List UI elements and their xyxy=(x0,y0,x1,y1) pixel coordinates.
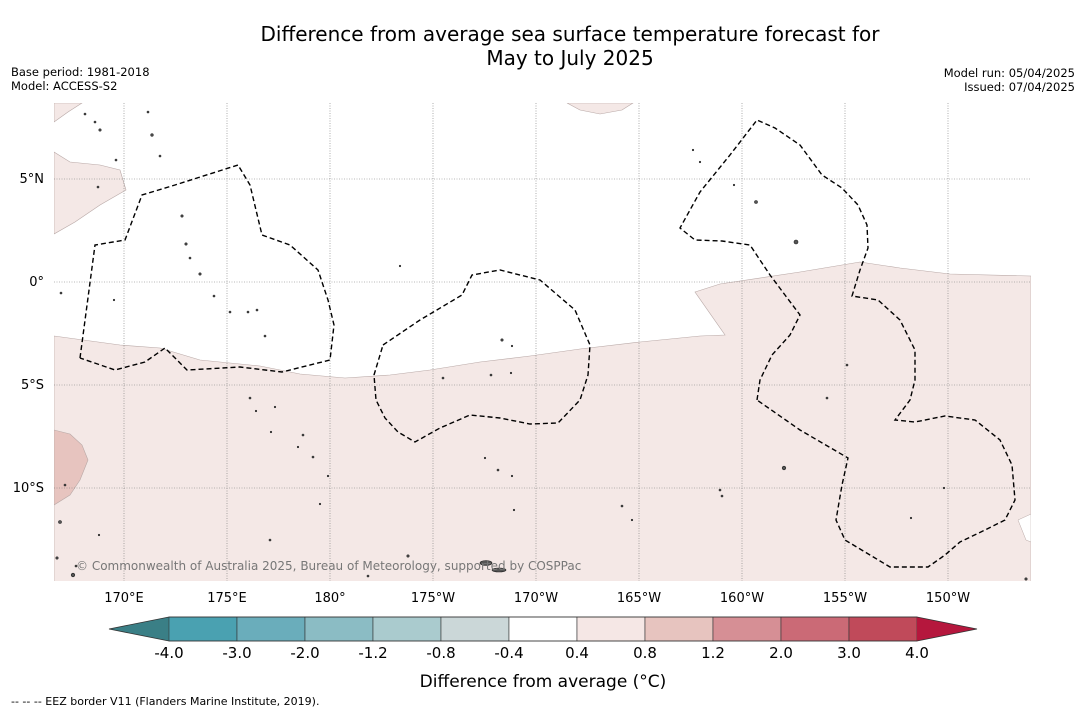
anomaly-region-top-left xyxy=(54,103,83,123)
colorbar-segment xyxy=(848,616,918,642)
eez-borders xyxy=(79,119,1016,568)
metadata-right: Model run: 05/04/2025 Issued: 07/04/2025 xyxy=(944,66,1075,94)
colorbar-tick-label: -1.2 xyxy=(358,644,387,662)
colorbar-segment xyxy=(644,616,714,642)
map-area: © Commonwealth of Australia 2025, Bureau… xyxy=(54,103,1031,581)
colorbar-segment xyxy=(508,616,578,642)
lon-label: 165°W xyxy=(617,591,661,606)
lon-label: 170°W xyxy=(514,591,558,606)
anomaly-region-west-warm xyxy=(54,429,89,506)
neutral-pocket xyxy=(1017,513,1031,543)
colorbar-tick-label: 2.0 xyxy=(769,644,793,662)
colorbar-segment xyxy=(236,616,306,642)
anomaly-region-top-center xyxy=(566,103,634,115)
lon-label: 160°W xyxy=(720,591,764,606)
lat-label: 10°S xyxy=(13,481,44,496)
eez-legend-note: -- -- -- EEZ border V11 (Flanders Marine… xyxy=(11,695,320,708)
colorbar-segment xyxy=(304,616,374,642)
colorbar-segment xyxy=(780,616,850,642)
issued-date: Issued: 07/04/2025 xyxy=(964,80,1075,94)
colorbar-tick-label: -2.0 xyxy=(290,644,319,662)
colorbar-under-arrow xyxy=(109,617,169,641)
title-line-1: Difference from average sea surface temp… xyxy=(260,22,880,46)
colorbar-tick-label: -0.8 xyxy=(426,644,455,662)
colorbar-tick-label: -4.0 xyxy=(154,644,183,662)
model-name: Model: ACCESS-S2 xyxy=(11,79,118,93)
colorbar-tick-label: -0.4 xyxy=(494,644,523,662)
anomaly-region-south xyxy=(54,261,1031,581)
colorbar-label: Difference from average (°C) xyxy=(420,672,667,692)
anomaly-region-northwest xyxy=(54,151,127,235)
colorbar xyxy=(108,616,978,642)
copyright-notice: © Commonwealth of Australia 2025, Bureau… xyxy=(76,559,581,573)
lon-label: 170°E xyxy=(104,591,144,606)
colorbar-segment xyxy=(168,616,238,642)
lon-label: 175°E xyxy=(207,591,247,606)
metadata-left: Base period: 1981-2018 Model: ACCESS-S2 xyxy=(11,65,150,93)
colorbar-tick-label: 4.0 xyxy=(905,644,929,662)
title-line-2: May to July 2025 xyxy=(486,46,654,70)
colorbar-outline xyxy=(108,616,978,642)
colorbar-segment xyxy=(440,616,510,642)
colorbar-segment xyxy=(576,616,646,642)
colorbar-tick-label: 0.4 xyxy=(565,644,589,662)
islands xyxy=(55,110,1028,581)
lat-label: 0° xyxy=(29,275,44,290)
colorbar-tick-labels: -4.0 -3.0 -2.0 -1.2 -0.8 -0.4 0.4 0.8 1.2 2.0 3.0 4… xyxy=(154,644,929,662)
lat-label: 5°N xyxy=(20,172,45,187)
colorbar-tick-label: 0.8 xyxy=(633,644,657,662)
base-period: Base period: 1981-2018 xyxy=(11,65,150,79)
model-run-date: Model run: 05/04/2025 xyxy=(943,66,1075,80)
colorbar-tick-label: 3.0 xyxy=(837,644,861,662)
colorbar-tick-label: -3.0 xyxy=(222,644,251,662)
lon-label: 180° xyxy=(314,591,345,606)
latitude-labels: 5°N 0° 5°S 10°S xyxy=(13,172,44,496)
colorbar-segment xyxy=(372,616,442,642)
page-title: Difference from average sea surface temp… xyxy=(0,22,1085,70)
longitude-labels: 170°E 175°E 180° 175°W 170°W 165°W 160°W 155°W 1… xyxy=(104,591,970,606)
lon-label: 150°W xyxy=(926,591,970,606)
colorbar-tick-label: 1.2 xyxy=(701,644,725,662)
colorbar-over-arrow xyxy=(917,617,977,641)
lon-label: 155°W xyxy=(823,591,867,606)
lon-label: 175°W xyxy=(411,591,455,606)
colorbar-segment xyxy=(712,616,782,642)
lat-label: 5°S xyxy=(21,378,44,393)
